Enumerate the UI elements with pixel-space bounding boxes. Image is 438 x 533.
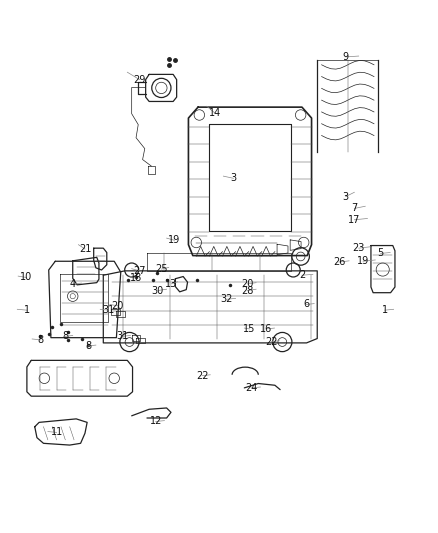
Text: 31: 31 bbox=[102, 305, 115, 315]
Text: 1: 1 bbox=[24, 305, 30, 315]
Text: 29: 29 bbox=[133, 75, 146, 85]
Text: 25: 25 bbox=[155, 264, 168, 274]
Text: 22: 22 bbox=[196, 370, 208, 381]
Text: 13: 13 bbox=[165, 279, 177, 289]
Text: 24: 24 bbox=[246, 383, 258, 393]
Text: 26: 26 bbox=[333, 257, 345, 267]
Text: 18: 18 bbox=[130, 273, 142, 283]
Text: 19: 19 bbox=[168, 235, 180, 245]
Text: 10: 10 bbox=[20, 272, 32, 282]
Text: 17: 17 bbox=[348, 215, 360, 225]
Text: 8: 8 bbox=[38, 335, 44, 345]
Text: 14: 14 bbox=[208, 108, 221, 118]
Text: 2: 2 bbox=[299, 270, 305, 280]
Text: 31: 31 bbox=[116, 332, 128, 341]
Text: 6: 6 bbox=[303, 300, 309, 310]
Text: 8: 8 bbox=[62, 332, 68, 341]
Text: 19: 19 bbox=[357, 256, 369, 266]
Text: 3: 3 bbox=[230, 173, 237, 183]
Text: 12: 12 bbox=[149, 416, 162, 426]
Text: 15: 15 bbox=[244, 324, 256, 334]
Text: 21: 21 bbox=[79, 244, 91, 254]
Text: 9: 9 bbox=[343, 52, 349, 62]
Text: 20: 20 bbox=[112, 301, 124, 311]
Text: 22: 22 bbox=[265, 337, 278, 346]
Text: 11: 11 bbox=[50, 427, 63, 438]
Text: 27: 27 bbox=[133, 266, 146, 276]
Text: 5: 5 bbox=[378, 248, 384, 259]
Text: 16: 16 bbox=[260, 324, 272, 334]
Text: 20: 20 bbox=[241, 279, 254, 289]
Text: 1: 1 bbox=[382, 305, 388, 315]
Text: 4: 4 bbox=[70, 279, 76, 289]
Text: 8: 8 bbox=[85, 341, 91, 351]
Text: 23: 23 bbox=[353, 243, 365, 253]
Text: 28: 28 bbox=[241, 286, 254, 295]
Text: 30: 30 bbox=[152, 286, 164, 295]
Text: 32: 32 bbox=[221, 294, 233, 304]
Text: 3: 3 bbox=[343, 192, 349, 201]
Text: 7: 7 bbox=[351, 204, 357, 213]
